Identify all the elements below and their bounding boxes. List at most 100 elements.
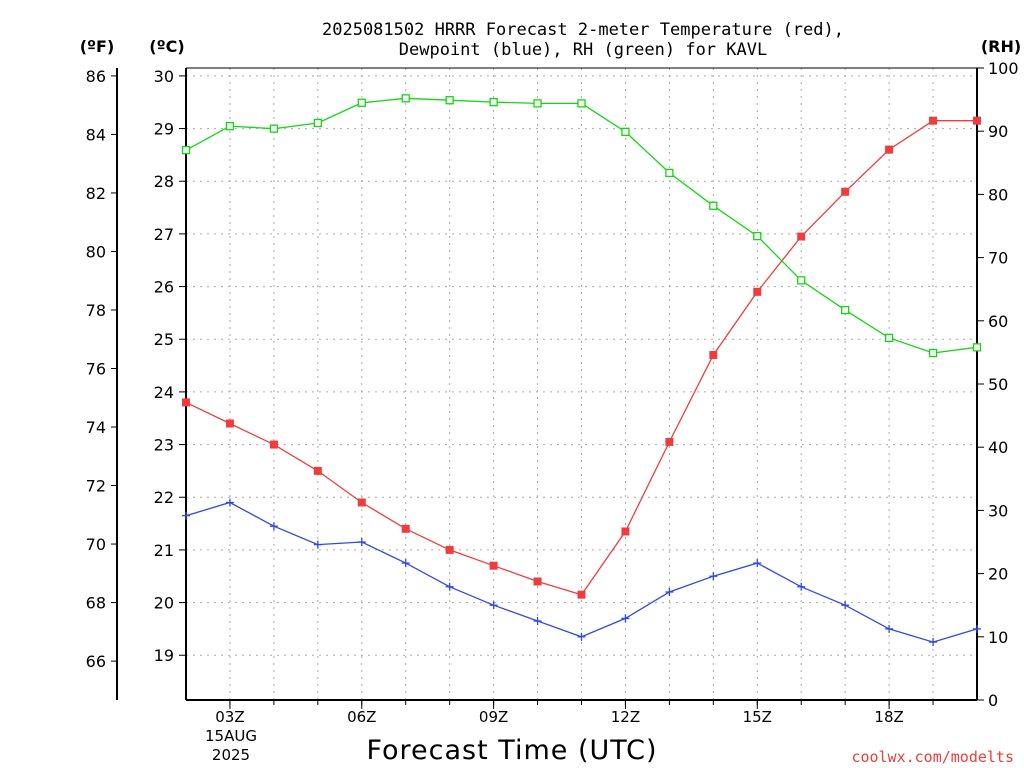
rh-tick-label: 60 — [988, 312, 1008, 331]
fahrenheit-tick-label: 84 — [86, 125, 106, 144]
fahrenheit-tick-label: 72 — [86, 477, 106, 496]
fahrenheit-tick-label: 80 — [86, 242, 106, 261]
rh-point — [709, 201, 718, 210]
rh-tick-label: 80 — [988, 185, 1008, 204]
rh-tick-label: 50 — [988, 375, 1008, 394]
rh-point — [269, 124, 279, 133]
dewpoint-point — [753, 559, 762, 568]
dewpoint-point — [445, 582, 454, 591]
rh-tick-label: 40 — [988, 438, 1008, 457]
fahrenheit-tick-label: 68 — [86, 594, 106, 613]
rh-point — [357, 98, 366, 107]
x-tick-label: 12Z — [611, 708, 640, 726]
temperature-point — [357, 498, 366, 507]
temperature-point — [489, 561, 498, 570]
data-series — [181, 94, 982, 647]
rh-tick-label: 0 — [988, 691, 998, 710]
rh-unit-label: (RH) — [981, 37, 1021, 56]
fahrenheit-tick-label: 86 — [86, 67, 106, 86]
dewpoint-point — [973, 624, 981, 633]
x-tick-label: 15Z — [743, 708, 772, 726]
fahrenheit-tick-label: 76 — [86, 359, 106, 378]
temperature-point — [797, 232, 806, 241]
dewpoint-point — [577, 632, 586, 641]
axes: 19 20 21 22 23 24 25 26 27 28 29 30 66 68 70 72 74 76 78 80… — [86, 59, 1019, 726]
credit-link[interactable]: coolwx.com/modelts — [851, 748, 1014, 766]
celsius-tick-label: 21 — [154, 541, 174, 560]
temperature-point — [841, 187, 850, 196]
fahrenheit-tick-label: 74 — [86, 418, 106, 437]
dewpoint-point — [313, 540, 322, 549]
temperature-point — [269, 440, 278, 449]
rh-point — [797, 276, 806, 285]
chart-title-line-1: 2025081502 HRRR Forecast 2-meter Tempera… — [322, 20, 844, 40]
temperature-point — [182, 398, 190, 407]
rh-tick-label: 10 — [988, 628, 1008, 647]
gridlines — [186, 68, 977, 700]
fahrenheit-tick-label: 66 — [86, 652, 106, 671]
rh-point — [884, 333, 894, 343]
celsius-tick-label: 25 — [154, 330, 174, 349]
temperature-point — [577, 590, 586, 599]
temperature-point — [753, 287, 762, 296]
dewpoint-point — [489, 601, 498, 610]
rh-tick-label: 30 — [988, 501, 1008, 520]
dewpoint-point — [929, 638, 938, 647]
celsius-tick-label: 22 — [154, 488, 174, 507]
rh-point — [665, 168, 674, 178]
rh-point — [313, 118, 322, 128]
celsius-tick-label: 28 — [154, 172, 174, 191]
temperature-point — [929, 116, 938, 125]
rh-point — [225, 121, 235, 131]
rh-point — [928, 348, 938, 358]
celsius-tick-label: 30 — [154, 67, 174, 86]
rh-point — [972, 343, 982, 352]
celsius-tick-label: 20 — [154, 594, 174, 613]
celsius-tick-label: 27 — [154, 225, 174, 244]
dewpoint-point — [709, 572, 718, 581]
temperature-point — [445, 545, 454, 554]
dewpoint-point — [182, 511, 190, 520]
dewpoint-point — [885, 624, 894, 633]
rh-point — [489, 97, 498, 107]
temperature-point — [973, 116, 981, 125]
date-label-line-1: 15AUG — [205, 727, 257, 745]
rh-point — [181, 146, 191, 155]
dewpoint-point — [621, 614, 630, 623]
rh-point — [577, 99, 586, 108]
fahrenheit-tick-label: 82 — [86, 184, 106, 203]
rh-point — [841, 305, 850, 315]
celsius-tick-label: 26 — [154, 278, 174, 297]
x-axis-label: Forecast Time (UTC) — [366, 735, 657, 766]
rh-point — [753, 231, 762, 241]
dewpoint-point — [533, 617, 542, 625]
celsius-tick-label: 29 — [154, 120, 174, 139]
temperature-point — [401, 524, 410, 533]
x-tick-label: 06Z — [347, 708, 376, 726]
rh-tick-label: 70 — [988, 249, 1008, 268]
fahrenheit-unit-label: (ºF) — [80, 37, 115, 56]
dewpoint-point — [357, 538, 366, 546]
dewpoint-point — [797, 582, 806, 591]
rh-point — [401, 94, 410, 103]
x-tick-label: 09Z — [479, 708, 508, 726]
temperature-point — [709, 351, 718, 360]
dewpoint-point — [401, 559, 410, 568]
fahrenheit-tick-label: 70 — [86, 535, 106, 554]
rh-tick-label: 90 — [988, 122, 1008, 141]
chart-title-line-2: Dewpoint (blue), RH (green) for KAVL — [399, 40, 767, 60]
x-tick-label: 18Z — [874, 708, 903, 726]
rh-tick-label: 100 — [988, 59, 1019, 78]
dewpoint-point — [665, 588, 674, 597]
dewpoint-point — [225, 498, 234, 507]
temperature-point — [533, 577, 542, 586]
rh-point — [621, 127, 630, 136]
rh-point — [445, 96, 454, 105]
temperature-point — [885, 145, 894, 154]
rh-point — [533, 99, 542, 108]
temperature-point — [665, 437, 674, 446]
rh-tick-label: 20 — [988, 565, 1008, 584]
x-tick-label: 03Z — [215, 708, 244, 726]
celsius-tick-label: 19 — [154, 646, 174, 665]
